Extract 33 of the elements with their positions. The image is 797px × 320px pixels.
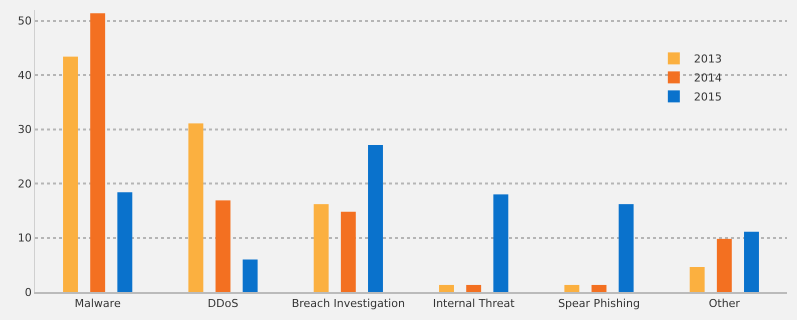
bar [216, 200, 230, 292]
bar [188, 123, 204, 292]
x-tick-label: DDoS [208, 297, 238, 310]
bar [744, 232, 759, 292]
bar [618, 204, 634, 292]
y-tick-label: 10 [18, 232, 32, 245]
bar [439, 284, 454, 292]
bar [117, 192, 132, 292]
legend-label: 2015 [694, 90, 722, 104]
x-tick-label: Breach Investigation [292, 297, 405, 310]
bar [592, 284, 606, 292]
y-tick-label: 30 [18, 123, 32, 136]
bar [466, 284, 482, 292]
x-tick-label: Spear Phishing [558, 297, 640, 310]
y-tick-label: 0 [24, 286, 32, 299]
y-tick-label: 20 [18, 177, 32, 190]
legend-label: 2013 [694, 52, 722, 66]
bar [242, 259, 258, 292]
y-tick-label: 50 [18, 14, 32, 28]
bar [690, 267, 705, 292]
bar [564, 284, 580, 292]
bar [368, 145, 383, 292]
x-tick-label: Malware [74, 297, 121, 310]
bar [716, 238, 732, 292]
x-tick-label: Other [708, 297, 740, 310]
bar [493, 194, 508, 292]
x-tick-label: Internal Threat [432, 297, 516, 310]
bar [340, 212, 356, 292]
bar [63, 56, 78, 292]
bar [314, 204, 329, 292]
legend-label: 2014 [694, 72, 722, 85]
bar [90, 13, 106, 292]
y-tick-label: 40 [18, 68, 32, 82]
